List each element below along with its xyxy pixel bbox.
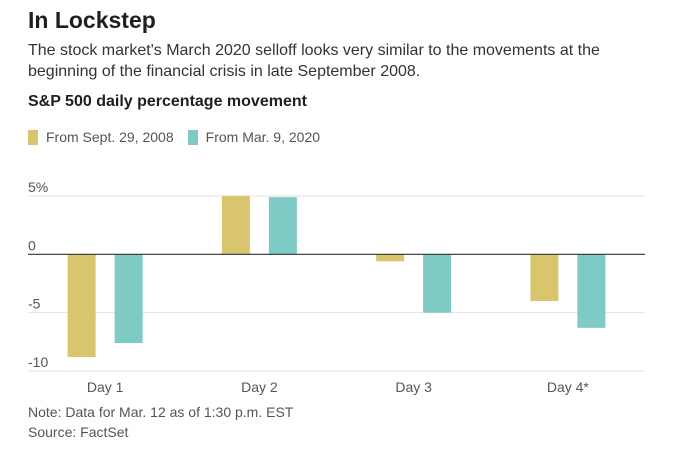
y-tick-label: -5 bbox=[28, 296, 41, 312]
bar-2020-day-1 bbox=[114, 254, 143, 343]
bar-2020-day-4 bbox=[577, 254, 606, 328]
y-tick-label: 0 bbox=[28, 237, 36, 253]
bar-2008-day-3 bbox=[376, 254, 405, 262]
y-tick-label: -10 bbox=[28, 354, 48, 370]
legend-item-2020: From Mar. 9, 2020 bbox=[187, 129, 321, 145]
bar-2020-day-2 bbox=[268, 197, 297, 255]
x-tick-label: Day 1 bbox=[87, 379, 124, 395]
y-tick-label: 5% bbox=[28, 179, 48, 195]
chart-heading: S&P 500 daily percentage movement bbox=[28, 93, 307, 110]
bar-chart: 5% 0 -5 -10 Day 1 Day 2 Day 3 Day 4* bbox=[28, 179, 645, 395]
source-text: Source: FactSet bbox=[28, 424, 129, 440]
bar-2008-day-2 bbox=[221, 196, 250, 255]
legend-label-2020: From Mar. 9, 2020 bbox=[205, 129, 321, 145]
chart-subtitle: The stock market's March 2020 selloff lo… bbox=[28, 42, 600, 80]
chart-title: In Lockstep bbox=[28, 7, 156, 33]
x-tick-label: Day 2 bbox=[241, 379, 278, 395]
bar-2020-day-3 bbox=[423, 254, 452, 313]
note-text: Note: Data for Mar. 12 as of 1:30 p.m. E… bbox=[28, 404, 294, 420]
legend-label-2008: From Sept. 29, 2008 bbox=[46, 129, 174, 145]
x-tick-label: Day 3 bbox=[395, 379, 432, 395]
legend-swatch-2020 bbox=[187, 129, 198, 145]
legend-swatch-2008 bbox=[28, 129, 38, 145]
legend-item-2008: From Sept. 29, 2008 bbox=[28, 129, 174, 145]
bar-2008-day-4 bbox=[530, 254, 559, 301]
footnote: Note: Data for Mar. 12 as of 1:30 p.m. E… bbox=[28, 402, 293, 442]
x-tick-label: Day 4* bbox=[547, 379, 590, 395]
legend: From Sept. 29, 2008 From Mar. 9, 2020 bbox=[28, 129, 334, 145]
bar-2008-day-1 bbox=[67, 254, 96, 357]
